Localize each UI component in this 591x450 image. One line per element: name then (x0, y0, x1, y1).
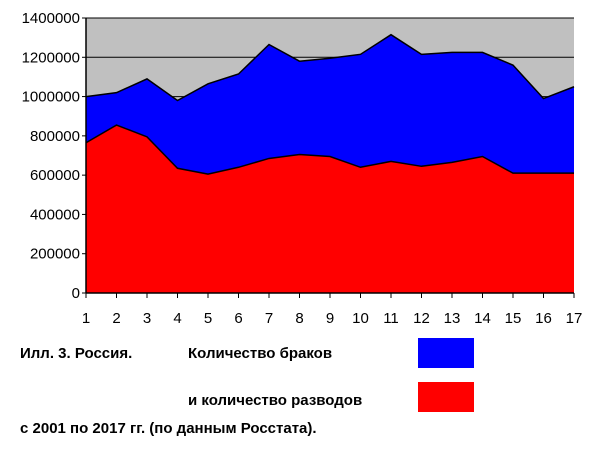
y-tick-label: 400000 (30, 206, 80, 223)
series-line-1 (85, 124, 574, 175)
x-tick-label: 5 (204, 310, 212, 327)
x-tick-label: 2 (112, 310, 120, 327)
y-tick-label: 0 (72, 285, 80, 302)
x-tick-label: 3 (143, 310, 151, 327)
caption-line2: и количество разводов (188, 392, 363, 409)
x-tick-label: 17 (566, 310, 583, 327)
y-tick-label: 200000 (30, 246, 80, 263)
caption-line1-left: Илл. 3. Россия. (20, 345, 133, 362)
caption-line1-right: Количество браков (188, 345, 333, 362)
x-tick-label: 8 (295, 310, 303, 327)
x-tick-label: 6 (234, 310, 242, 327)
x-tick-label: 13 (444, 310, 461, 327)
y-tick-labels: 0 200000 400000 600000 800000 1000000 1200000 1… (22, 10, 80, 302)
x-tick-label: 14 (474, 310, 491, 327)
y-tick-label: 800000 (30, 128, 80, 145)
area-chart: 0 200000 400000 600000 800000 1000000 1200000 1… (22, 10, 583, 327)
y-tick-label: 1400000 (22, 10, 80, 27)
legend-swatch-marriages (418, 338, 474, 368)
legend-swatch-divorces (418, 382, 474, 412)
x-tick-label: 10 (352, 310, 369, 327)
x-tick-label: 1 (82, 310, 90, 327)
y-tick-label: 1000000 (22, 89, 80, 106)
x-tick-label: 9 (326, 310, 334, 327)
x-tick-label: 4 (173, 310, 181, 327)
y-tick-label: 1200000 (22, 49, 80, 66)
x-tick-label: 11 (383, 310, 399, 327)
x-tick-labels: 1 2 3 4 5 6 7 8 9 10 11 12 13 14 15 16 17 (82, 310, 583, 327)
series-areas (85, 33, 575, 293)
x-tick-label: 15 (505, 310, 522, 327)
series-line-0 (85, 33, 575, 102)
caption-line3: с 2001 по 2017 гг. (по данным Росстата). (20, 420, 317, 437)
axes (82, 17, 575, 298)
x-tick-label: 7 (265, 310, 273, 327)
y-tick-label: 600000 (30, 167, 80, 184)
x-tick-label: 16 (535, 310, 552, 327)
series-area-1 (86, 125, 574, 293)
x-tick-label: 12 (413, 310, 430, 327)
